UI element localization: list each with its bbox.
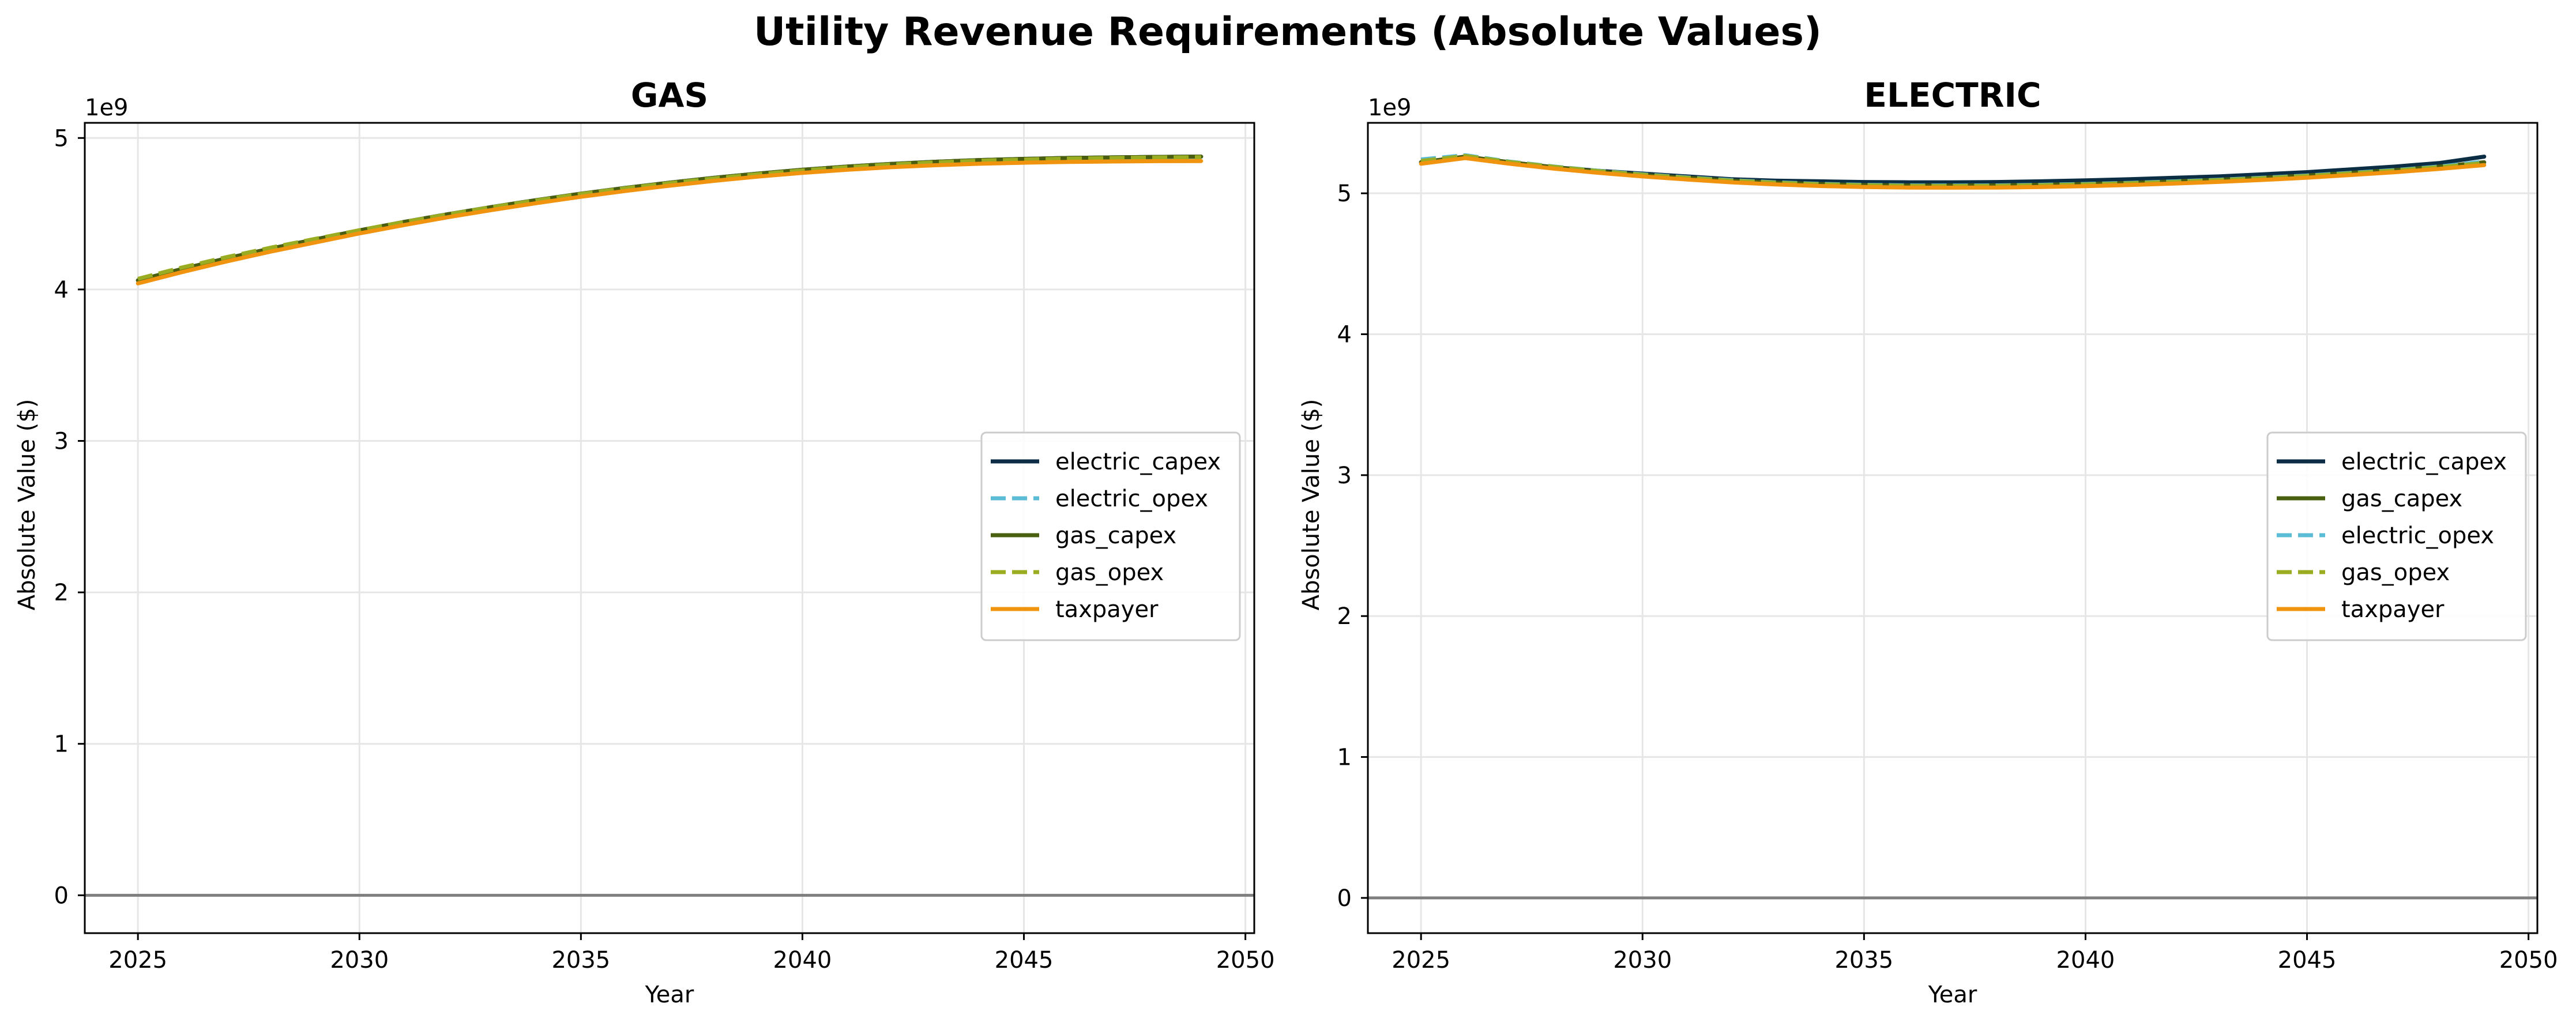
gas-axis-ticks: 2025 2030 2035 2040 2045 2050 0 1 2 3 4 5 — [54, 125, 1275, 974]
gas-y-tick-label: 2 — [54, 580, 69, 606]
gas-y-tick-label: 3 — [54, 428, 69, 454]
electric-x-axis-label: Year — [1928, 982, 1977, 1008]
gas-legend-label-taxpayer: taxpayer — [1055, 596, 1159, 623]
electric-legend-label-gas_opex: gas_opex — [2341, 559, 2450, 586]
electric-legend-label-gas_capex: gas_capex — [2341, 486, 2462, 512]
gas-series-gas_opex — [137, 155, 1201, 281]
electric-legend-label-electric_opex: electric_opex — [2341, 523, 2494, 549]
electric-y-tick-label: 0 — [1337, 885, 1352, 912]
electric-y-offset-label: 1e9 — [1368, 95, 1412, 121]
gas-y-tick-label: 0 — [54, 882, 69, 909]
electric-plot-frame — [1367, 122, 2539, 934]
gas-legend-box — [980, 431, 1241, 641]
gas-x-axis-label: Year — [645, 982, 694, 1008]
gas-y-offset-label: 1e9 — [85, 95, 129, 121]
gas-legend-label-gas_capex: gas_capex — [1055, 523, 1176, 549]
electric-y-tick-label: 2 — [1337, 603, 1352, 630]
electric-subplot-title: ELECTRIC — [1864, 76, 2041, 115]
gas-x-tick-label: 2045 — [995, 947, 1054, 974]
electric-x-tick-label: 2035 — [1834, 947, 1893, 974]
gas-y-tick-label: 4 — [54, 277, 69, 303]
gas-series-taxpayer — [136, 159, 1204, 285]
gas-legend-label-gas_opex: gas_opex — [1055, 559, 1164, 586]
electric-x-tick-label: 2045 — [2278, 947, 2337, 974]
electric-axis-ticks: 2025 2030 2035 2040 2045 2050 0 1 2 3 4 5 — [1337, 181, 2558, 974]
gas-subplot-title: GAS — [631, 76, 708, 115]
electric-y-tick-label: 4 — [1337, 322, 1352, 348]
electric-series-taxpayer — [1419, 156, 2487, 190]
gas-y-axis-label: Absolute Value ($) — [14, 399, 40, 611]
gas-x-tick-label: 2050 — [1216, 947, 1275, 974]
electric-subplot: ELECTRIC 1e9 Year Absolute Value ($) 202… — [1298, 76, 2558, 1008]
gas-plot-frame — [84, 122, 1255, 934]
electric-x-tick-label: 2040 — [2056, 947, 2115, 974]
gas-legend: electric_capex electric_opex gas_capex gas_… — [980, 431, 1241, 641]
gas-legend-label-electric_opex: electric_opex — [1055, 486, 1208, 512]
electric-x-tick-label: 2030 — [1613, 947, 1672, 974]
electric-x-tick-label: 2025 — [1392, 947, 1450, 974]
figure-title: Utility Revenue Requirements (Absolute V… — [754, 9, 1822, 55]
electric-y-tick-label: 3 — [1337, 463, 1352, 489]
gas-subplot: GAS 1e9 Year Absolute Value ($) 2025 2030… — [14, 76, 1275, 1008]
gas-y-tick-label: 1 — [54, 731, 69, 758]
gas-x-tick-label: 2040 — [773, 947, 832, 974]
electric-legend-label-electric_capex: electric_capex — [2341, 449, 2507, 475]
gas-x-tick-label: 2030 — [330, 947, 389, 974]
electric-legend-label-taxpayer: taxpayer — [2341, 596, 2445, 623]
electric-y-axis-label: Absolute Value ($) — [1298, 399, 1325, 611]
electric-series-lines — [1419, 153, 2487, 190]
electric-legend-box — [2266, 431, 2527, 641]
electric-legend: electric_capex gas_capex electric_opex gas_… — [2266, 431, 2527, 641]
gas-series-lines — [136, 155, 1204, 285]
gas-x-tick-label: 2035 — [551, 947, 610, 974]
gas-y-tick-label: 5 — [54, 125, 69, 152]
gas-legend-label-electric_capex: electric_capex — [1055, 449, 1221, 475]
electric-y-tick-label: 1 — [1337, 745, 1352, 771]
gas-x-tick-label: 2025 — [108, 947, 167, 974]
electric-x-tick-label: 2050 — [2499, 947, 2558, 974]
electric-y-tick-label: 5 — [1337, 181, 1352, 207]
